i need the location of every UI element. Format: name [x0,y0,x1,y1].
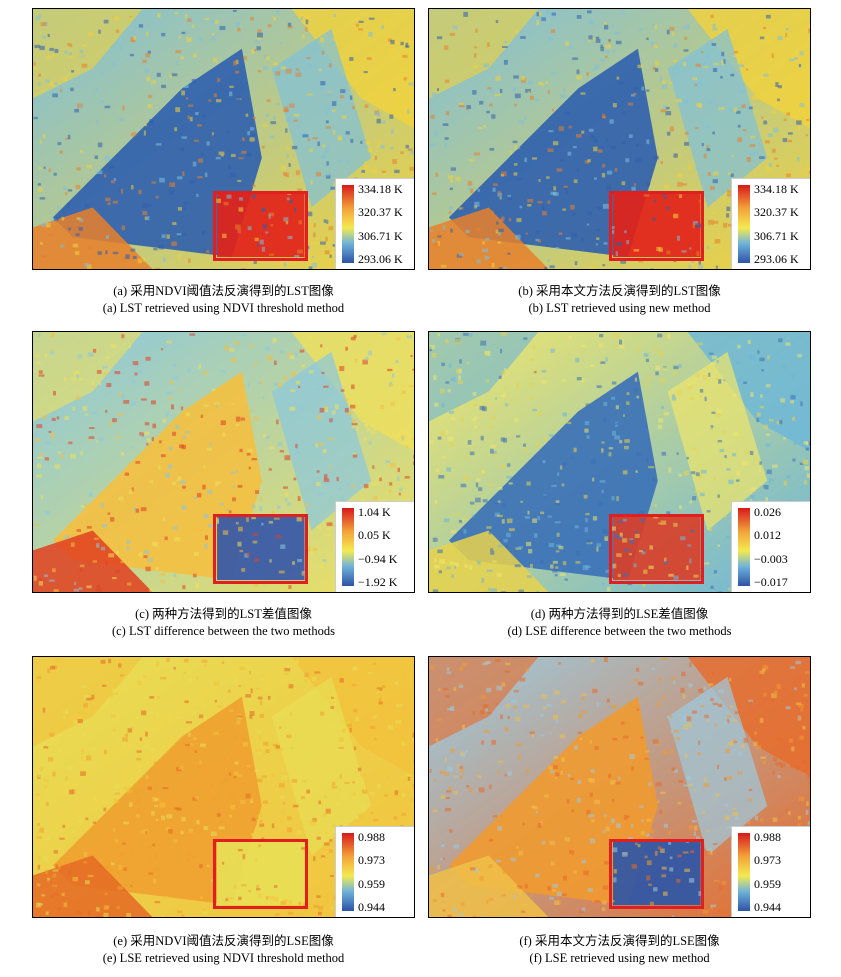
map-panel-a: 334.18 K 320.37 K 306.71 K 293.06 K [32,8,415,270]
map-panel-f: 0.988 0.973 0.959 0.944 [428,656,811,918]
caption-chinese: (b) 采用本文方法反演得到的LST图像 [518,284,721,298]
map-panel-e: 0.988 0.973 0.959 0.944 [32,656,415,918]
colorbar-tick-label: 0.026 [754,505,781,519]
colorbar-legend: 0.026 0.012 −0.003 −0.017 [731,501,810,592]
colorbar-tick-label: 0.012 [754,528,781,543]
caption-english: (f) LSE retrieved using new method [529,951,710,965]
roi-rectangle [213,191,308,261]
colorbar-legend: 0.988 0.973 0.959 0.944 [335,826,414,917]
colorbar [342,833,354,911]
roi-rectangle [609,514,704,584]
caption-english: (c) LST difference between the two metho… [111,624,336,638]
colorbar-tick-label: 1.04 K [358,505,391,519]
map-panel-d: 0.026 0.012 −0.003 −0.017 [428,331,811,593]
colorbar-tick-label: 320.37 K [754,205,799,220]
colorbar-tick-label: 0.973 [358,853,385,868]
caption-english: (e) LSE retrieved using NDVI threshold m… [102,951,345,965]
colorbar [342,185,354,263]
colorbar-legend: 1.04 K 0.05 K −0.94 K −1.92 K [335,501,414,592]
colorbar-tick-label: −0.003 [754,551,788,566]
panel-caption-e: (e) 采用NDVI阈值法反演得到的LSE图像 (e) LSE retrieved… [32,933,415,967]
colorbar-tick-label: 0.973 [754,853,781,868]
roi-rectangle [213,839,308,909]
colorbar-tick-label: 334.18 K [754,182,799,196]
panel-caption-d: (d) 两种方法得到的LSE差值图像 (d) LSE difference bet… [428,606,811,640]
colorbar-tick-label: 320.37 K [358,205,403,220]
colorbar-tick-label: 0.944 [358,899,385,914]
colorbar [738,185,750,263]
colorbar-legend: 0.988 0.973 0.959 0.944 [731,826,810,917]
panel-caption-a: (a) 采用NDVI阈值法反演得到的LST图像 (a) LST retrieved… [32,283,415,317]
caption-english: (d) LSE difference between the two metho… [507,624,732,638]
caption-chinese: (f) 采用本文方法反演得到的LSE图像 [519,934,720,948]
colorbar-tick-label: 0.05 K [358,528,391,543]
caption-chinese: (c) 两种方法得到的LST差值图像 [135,607,312,621]
colorbar-tick-label: 334.18 K [358,182,403,196]
map-panel-b: 334.18 K 320.37 K 306.71 K 293.06 K [428,8,811,270]
colorbar-tick-label: 293.06 K [358,251,403,266]
caption-english: (a) LST retrieved using NDVI threshold m… [102,301,345,315]
colorbar-tick-label: 306.71 K [358,228,403,243]
colorbar-tick-label: −0.94 K [358,551,398,566]
panel-caption-c: (c) 两种方法得到的LST差值图像 (c) LST difference bet… [32,606,415,640]
panel-caption-f: (f) 采用本文方法反演得到的LSE图像 (f) LSE retrieved us… [428,933,811,967]
colorbar-tick-label: −0.017 [754,574,788,589]
colorbar [738,508,750,586]
colorbar-tick-label: 0.959 [754,876,781,891]
colorbar [342,508,354,586]
roi-rectangle [213,514,308,584]
colorbar-tick-label: 306.71 K [754,228,799,243]
colorbar-tick-label: 0.944 [754,899,781,914]
caption-chinese: (a) 采用NDVI阈值法反演得到的LST图像 [113,284,334,298]
colorbar-legend: 334.18 K 320.37 K 306.71 K 293.06 K [731,178,810,269]
caption-chinese: (d) 两种方法得到的LSE差值图像 [530,607,709,621]
caption-chinese: (e) 采用NDVI阈值法反演得到的LSE图像 [113,934,334,948]
roi-rectangle [609,191,704,261]
panel-caption-b: (b) 采用本文方法反演得到的LST图像 (b) LST retrieved us… [428,283,811,317]
caption-english: (b) LST retrieved using new method [528,301,711,315]
colorbar-tick-label: 0.988 [754,830,781,844]
roi-rectangle [609,839,704,909]
colorbar-tick-label: −1.92 K [358,574,398,589]
colorbar-tick-label: 293.06 K [754,251,799,266]
colorbar [738,833,750,911]
map-panel-c: 1.04 K 0.05 K −0.94 K −1.92 K [32,331,415,593]
colorbar-tick-label: 0.959 [358,876,385,891]
colorbar-tick-label: 0.988 [358,830,385,844]
colorbar-legend: 334.18 K 320.37 K 306.71 K 293.06 K [335,178,414,269]
